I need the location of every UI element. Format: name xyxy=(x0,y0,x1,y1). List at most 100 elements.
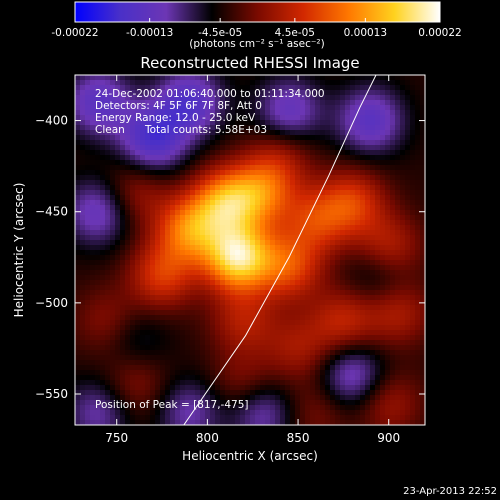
heatmap-cell xyxy=(145,160,151,166)
heatmap-cell xyxy=(125,340,131,346)
heatmap-cell xyxy=(290,300,296,306)
heatmap-cell xyxy=(225,295,231,301)
heatmap-cell xyxy=(320,255,326,261)
heatmap-cell xyxy=(215,280,221,286)
heatmap-cell xyxy=(195,130,201,136)
heatmap-cell xyxy=(280,230,286,236)
heatmap-cell xyxy=(405,370,411,376)
heatmap-cell xyxy=(120,180,126,186)
heatmap-cell xyxy=(340,405,346,411)
heatmap-cell xyxy=(120,150,126,156)
heatmap-cell xyxy=(360,90,366,96)
heatmap-cell xyxy=(75,365,81,371)
heatmap-cell xyxy=(320,300,326,306)
heatmap-cell xyxy=(180,410,186,416)
heatmap-cell xyxy=(190,385,196,391)
heatmap-cell xyxy=(370,230,376,236)
heatmap-cell xyxy=(100,320,106,326)
heatmap-cell xyxy=(280,150,286,156)
heatmap-cell xyxy=(270,225,276,231)
heatmap-cell xyxy=(355,305,361,311)
heatmap-cell xyxy=(415,370,421,376)
heatmap-cell xyxy=(90,275,96,281)
heatmap-cell xyxy=(305,280,311,286)
heatmap-cell xyxy=(415,310,421,316)
heatmap-cell xyxy=(80,330,86,336)
heatmap-cell xyxy=(260,240,266,246)
heatmap-cell xyxy=(285,245,291,251)
heatmap-cell xyxy=(80,205,86,211)
heatmap-cell xyxy=(105,130,111,136)
heatmap-cell xyxy=(260,110,266,116)
heatmap-cell xyxy=(365,305,371,311)
heatmap-cell xyxy=(395,155,401,161)
heatmap-cell xyxy=(235,200,241,206)
heatmap-cell xyxy=(170,195,176,201)
heatmap-cell xyxy=(160,225,166,231)
heatmap-cell xyxy=(100,75,106,81)
heatmap-cell xyxy=(390,360,396,366)
heatmap-cell xyxy=(405,255,411,261)
heatmap-cell xyxy=(155,260,161,266)
heatmap-cell xyxy=(210,245,216,251)
heatmap-cell xyxy=(80,250,86,256)
heatmap-cell xyxy=(160,90,166,96)
heatmap-cell xyxy=(90,400,96,406)
heatmap-cell xyxy=(415,195,421,201)
heatmap-cell xyxy=(305,115,311,121)
heatmap-cell xyxy=(405,300,411,306)
heatmap-cell xyxy=(300,110,306,116)
heatmap-cell xyxy=(75,100,81,106)
heatmap-cell xyxy=(260,385,266,391)
heatmap-cell xyxy=(95,155,101,161)
heatmap-cell xyxy=(365,215,371,221)
heatmap-cell xyxy=(275,235,281,241)
heatmap-cell xyxy=(100,265,106,271)
heatmap-cell xyxy=(275,410,281,416)
heatmap-cell xyxy=(245,225,251,231)
heatmap-cell xyxy=(330,230,336,236)
heatmap-cell xyxy=(140,110,146,116)
heatmap-cell xyxy=(80,305,86,311)
heatmap-cell xyxy=(265,185,271,191)
heatmap-cell xyxy=(160,280,166,286)
heatmap-cell xyxy=(100,335,106,341)
heatmap-cell xyxy=(415,280,421,286)
heatmap-cell xyxy=(390,155,396,161)
heatmap-cell xyxy=(215,185,221,191)
heatmap-cell xyxy=(210,225,216,231)
heatmap-cell xyxy=(295,215,301,221)
heatmap-cell xyxy=(200,210,206,216)
heatmap-cell xyxy=(375,250,381,256)
heatmap-cell xyxy=(295,390,301,396)
heatmap-cell xyxy=(120,95,126,101)
heatmap-cell xyxy=(290,325,296,331)
heatmap-cell xyxy=(275,140,281,146)
heatmap-cell xyxy=(225,335,231,341)
heatmap-cell xyxy=(230,330,236,336)
heatmap-cell xyxy=(320,360,326,366)
heatmap-cell xyxy=(75,305,81,311)
heatmap-cell xyxy=(95,335,101,341)
heatmap-cell xyxy=(85,270,91,276)
heatmap-cell xyxy=(410,135,416,141)
heatmap-cell xyxy=(225,325,231,331)
heatmap-cell xyxy=(240,305,246,311)
heatmap-cell xyxy=(200,160,206,166)
heatmap-cell xyxy=(285,365,291,371)
heatmap-cell xyxy=(340,100,346,106)
heatmap-cell xyxy=(255,190,261,196)
heatmap-cell xyxy=(370,375,376,381)
heatmap-cell xyxy=(300,260,306,266)
heatmap-cell xyxy=(85,90,91,96)
heatmap-cell xyxy=(180,120,186,126)
heatmap-cell xyxy=(95,195,101,201)
heatmap-cell xyxy=(315,85,321,91)
heatmap-cell xyxy=(420,240,425,246)
heatmap-cell xyxy=(375,350,381,356)
heatmap-cell xyxy=(185,215,191,221)
heatmap-cell xyxy=(90,145,96,151)
heatmap-cell xyxy=(400,325,406,331)
heatmap-cell xyxy=(160,100,166,106)
heatmap-cell xyxy=(140,100,146,106)
